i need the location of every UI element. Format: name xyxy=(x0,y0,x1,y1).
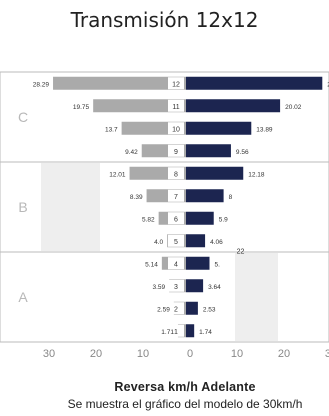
x-tick-5: 20 xyxy=(278,348,290,360)
forward-value-9: 9.56 xyxy=(236,149,249,156)
x-tick-2: 10 xyxy=(137,348,149,360)
reverse-bar-12 xyxy=(53,76,186,90)
gear-box-6 xyxy=(168,212,184,225)
shaded-area-a xyxy=(235,253,278,341)
forward-bar-9 xyxy=(186,144,231,158)
reverse-value-4: 5.14 xyxy=(145,261,158,268)
forward-bar-6 xyxy=(186,211,214,225)
gear-box-10 xyxy=(168,122,184,135)
gear-label-10: 10 xyxy=(172,126,180,133)
gear-box-7 xyxy=(168,189,184,202)
gear-box-5 xyxy=(168,234,184,247)
chart-subtitle: Se muestra el gráfico del modelo de 30km… xyxy=(67,397,303,411)
forward-bar-4 xyxy=(186,256,210,270)
gear-box-8 xyxy=(168,167,184,180)
reverse-value-1: 1.71 xyxy=(161,329,174,336)
gear-box-9 xyxy=(168,144,184,157)
forward-bar-11 xyxy=(186,99,281,113)
x-tick-3: 0 xyxy=(187,348,193,360)
x-tick-1: 20 xyxy=(90,348,102,360)
forward-value-5: 4.06 xyxy=(210,239,223,246)
forward-value-3: 3.64 xyxy=(208,284,221,291)
gear-label-4: 4 xyxy=(174,261,178,268)
group-label-B: B xyxy=(18,199,27,215)
gear-label-8: 8 xyxy=(174,171,178,178)
forward-value-1: 1.74 xyxy=(199,329,212,336)
x-tick-6: 30 xyxy=(325,348,329,360)
gear-label-6: 6 xyxy=(174,216,178,223)
reverse-value-3: 3.59 xyxy=(152,284,165,291)
forward-bar-10 xyxy=(186,121,252,135)
forward-bar-3 xyxy=(186,279,204,293)
x-tick-0: 30 xyxy=(43,348,55,360)
forward-bar-2 xyxy=(186,301,198,315)
gear-label-11: 11 xyxy=(172,104,179,111)
reverse-value-2: 2.59 xyxy=(157,306,170,313)
gear-box-11 xyxy=(168,99,184,112)
gear-label-9: 9 xyxy=(174,149,178,156)
gear-label-1: 1 xyxy=(174,329,178,336)
gear-label-3: 3 xyxy=(174,284,178,291)
reverse-value-12: 28.29 xyxy=(33,81,50,88)
forward-value-10: 13.89 xyxy=(256,126,273,133)
group-label-A: A xyxy=(18,289,28,305)
shaded-area-b xyxy=(41,163,100,251)
gear-label-5: 5 xyxy=(174,239,178,246)
annotation-text: 22 xyxy=(237,248,245,255)
x-tick-4: 10 xyxy=(231,348,243,360)
gear-box-12 xyxy=(168,77,184,90)
forward-bar-8 xyxy=(186,166,244,180)
group-label-C: C xyxy=(18,109,28,125)
gear-box-1 xyxy=(168,324,184,337)
reverse-value-6: 5.82 xyxy=(142,216,155,223)
forward-bar-5 xyxy=(186,234,206,248)
forward-bar-7 xyxy=(186,189,224,203)
forward-value-4: 5. xyxy=(215,261,221,268)
forward-bar-12 xyxy=(186,76,323,90)
gear-box-3 xyxy=(168,279,184,292)
forward-value-12: 2 xyxy=(327,81,329,88)
reverse-value-11: 19.75 xyxy=(73,104,90,111)
gear-label-7: 7 xyxy=(174,194,178,201)
forward-bar-1 xyxy=(186,324,195,338)
gear-label-2: 2 xyxy=(174,306,178,313)
forward-value-2: 2.53 xyxy=(203,306,216,313)
forward-value-7: 8 xyxy=(229,194,233,201)
chart-title: Transmisión 12x12 xyxy=(70,8,259,32)
reverse-value-7: 8.39 xyxy=(130,194,143,201)
x-axis-label: Reversa km/h Adelante xyxy=(114,380,256,394)
reverse-value-9: 9.42 xyxy=(125,149,138,156)
gear-box-4 xyxy=(168,257,184,270)
gear-box-2 xyxy=(168,302,184,315)
gear-label-12: 12 xyxy=(172,81,180,88)
reverse-bar-11 xyxy=(93,99,186,113)
forward-value-11: 20.02 xyxy=(285,104,302,111)
forward-value-8: 12.18 xyxy=(248,171,265,178)
reverse-value-5: 4.0 xyxy=(154,239,163,246)
reverse-value-8: 12.01 xyxy=(109,171,126,178)
reverse-value-10: 13.7 xyxy=(105,126,118,133)
forward-value-6: 5.9 xyxy=(219,216,228,223)
